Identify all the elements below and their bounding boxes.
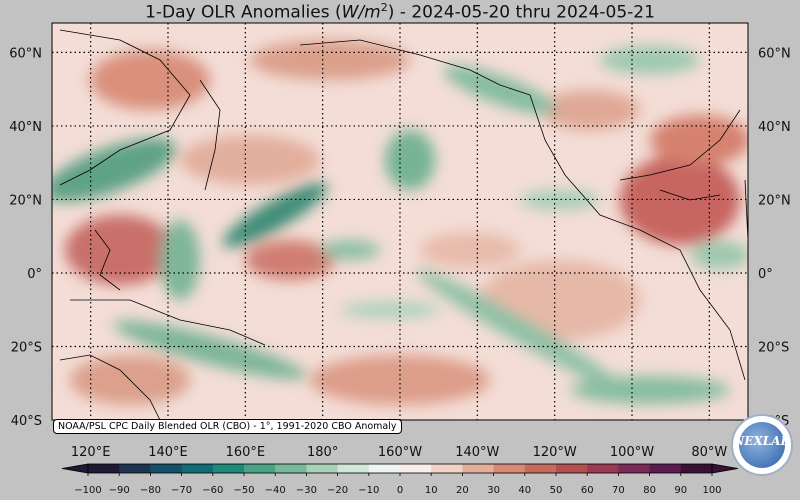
lat-label-right: 60°N — [758, 46, 791, 61]
source-note: NOAA/PSL CPC Daily Blended OLR (CBO) - 1… — [53, 419, 402, 434]
colorbar-tick-label: 100 — [702, 485, 721, 496]
colorbar-swatch — [524, 464, 557, 473]
colorbar: −100 −90 −80 −70 −60 −50 −40 −30 −20 −10 0 10 20 30 40… — [61, 463, 739, 496]
colorbar-swatch — [244, 464, 276, 473]
colorbar-swatch — [275, 464, 307, 473]
lon-label: 120°E — [71, 445, 111, 460]
colorbar-tick-label: −100 — [74, 485, 101, 496]
lat-label-left: 40°S — [11, 414, 42, 429]
colorbar-tick-label: 90 — [674, 485, 687, 496]
lat-label-right: 20°N — [758, 193, 791, 208]
colorbar-min-arrow — [61, 463, 89, 474]
lon-label: 180° — [307, 445, 338, 460]
colorbar-swatch — [431, 464, 463, 473]
lon-label: 160°W — [378, 445, 422, 460]
colorbar-swatch — [649, 464, 682, 473]
logo-text: NEXLAB — [733, 434, 791, 448]
colorbar-tick-label: −90 — [109, 485, 130, 496]
colorbar-tick-label: 20 — [456, 485, 469, 496]
colorbar-tick-label: −20 — [327, 485, 348, 496]
globe-icon — [739, 422, 785, 468]
colorbar-tick-label: 0 — [397, 485, 403, 496]
colorbar-tick-label: −10 — [358, 485, 379, 496]
colorbar-tick-label: −80 — [140, 485, 161, 496]
nexlab-logo: NEXLAB — [731, 414, 793, 476]
colorbar-tick-label: 60 — [581, 485, 594, 496]
colorbar-tick-label: −30 — [296, 485, 317, 496]
colorbar-swatch — [462, 464, 495, 473]
colorbar-swatch — [181, 464, 214, 473]
colorbar-tick-label: 70 — [612, 485, 625, 496]
lat-label-left: 40°N — [9, 120, 42, 135]
colorbar-swatch — [368, 464, 401, 473]
lat-label-right: 40°N — [758, 120, 791, 135]
lat-label-left: 0° — [27, 267, 42, 282]
gridlines — [52, 23, 748, 420]
lat-label-right: 0° — [758, 267, 773, 282]
colorbar-tick-label: 80 — [643, 485, 656, 496]
colorbar-swatch — [88, 464, 120, 473]
lon-labels: 120°E 140°E 160°E 180° 160°W 140°W 120°W 100°W 8… — [71, 445, 728, 460]
lon-label: 100°W — [610, 445, 654, 460]
lat-label-right: 20°S — [758, 340, 789, 355]
colorbar-max-arrow — [711, 463, 739, 474]
lon-label: 160°E — [226, 445, 266, 460]
lon-label: 80°W — [691, 445, 727, 460]
lon-label: 140°W — [455, 445, 499, 460]
lon-label: 120°W — [533, 445, 577, 460]
colorbar-swatch — [306, 464, 339, 473]
colorbar-tick-label: 40 — [518, 485, 531, 496]
colorbar-swatch — [618, 464, 651, 473]
colorbar-swatch — [400, 464, 432, 473]
colorbar-tick-label: 50 — [550, 485, 563, 496]
coastlines — [59, 29, 748, 420]
colorbar-swatch — [587, 464, 619, 473]
colorbar-tick-label: 10 — [425, 485, 438, 496]
colorbar-swatch — [493, 464, 526, 473]
colorbar-swatch — [337, 464, 370, 473]
colorbar-tick-label: −40 — [265, 485, 286, 496]
colorbar-swatch — [556, 464, 588, 473]
lat-label-left: 60°N — [9, 46, 42, 61]
colorbar-tick-label: 30 — [487, 485, 500, 496]
colorbar-swatch — [119, 464, 151, 473]
lon-label: 140°E — [148, 445, 188, 460]
lat-label-left: 20°N — [9, 193, 42, 208]
colorbar-swatch — [212, 464, 245, 473]
colorbar-swatch — [150, 464, 183, 473]
colorbar-tick-label: −60 — [202, 485, 223, 496]
colorbar-tick-label: −50 — [233, 485, 254, 496]
lat-labels: 60°N 60°N 40°N 40°N 20°N 20°N 0° 0° 20°S 20°S 40°S… — [9, 46, 791, 429]
lat-label-left: 20°S — [11, 340, 42, 355]
colorbar-tick-label: −70 — [171, 485, 192, 496]
colorbar-swatch — [680, 464, 713, 473]
anomaly-field — [52, 23, 748, 420]
map-title: 1-Day OLR Anomalies (W/m2) - 2024-05-20 … — [145, 1, 655, 23]
